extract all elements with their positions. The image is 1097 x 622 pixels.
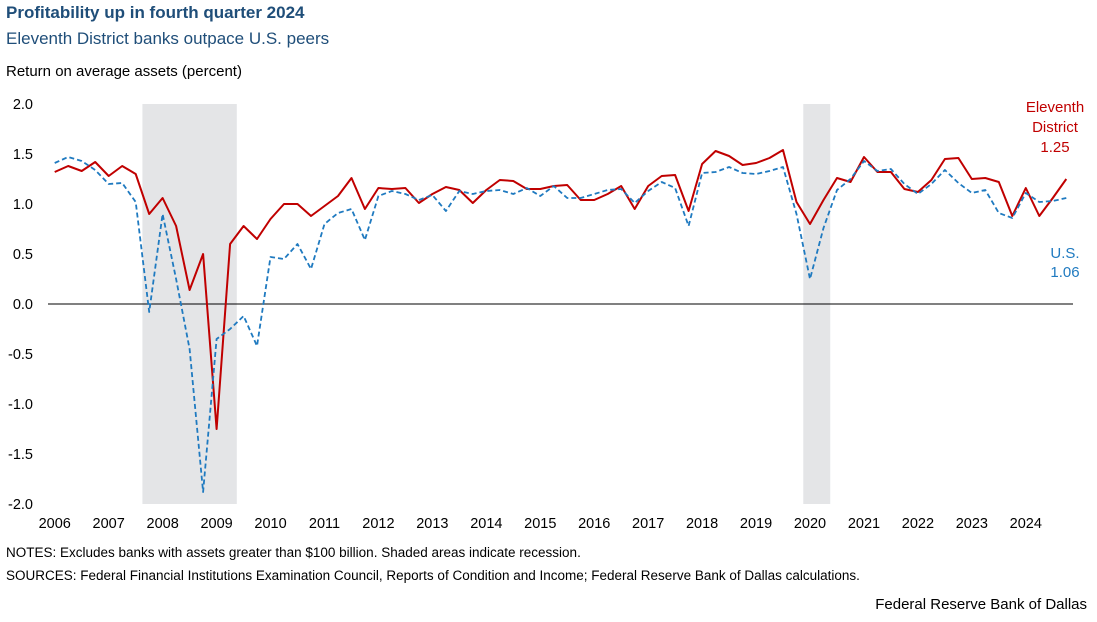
x-tick-label: 2006 [39, 516, 71, 532]
x-tick-label: 2012 [362, 516, 394, 532]
x-tick-label: 2011 [309, 516, 340, 532]
y-tick-label: 0.5 [13, 247, 33, 263]
x-tick-label: 2013 [416, 516, 448, 532]
x-tick-label: 2014 [470, 516, 502, 532]
chart-sources: SOURCES: Federal Financial Institutions … [6, 568, 860, 583]
y-tick-label: 1.5 [13, 147, 33, 163]
x-tick-label: 2007 [93, 516, 125, 532]
x-tick-label: 2023 [956, 516, 988, 532]
x-tick-label: 2022 [902, 516, 934, 532]
chart-title: Profitability up in fourth quarter 2024 [6, 3, 305, 22]
x-tick-label: 2010 [254, 516, 286, 532]
chart-subtitle: Eleventh District banks outpace U.S. pee… [6, 29, 330, 48]
series-line-us [54, 156, 1067, 493]
series-line-eleventh-district [54, 149, 1068, 430]
x-tick-label: 2015 [524, 516, 556, 532]
series-label-eleventh-district: Eleventh [1026, 99, 1084, 116]
y-tick-label: 2.0 [13, 97, 33, 113]
y-tick-label: 0.0 [13, 297, 33, 313]
y-tick-label: 1.0 [13, 197, 33, 213]
series-label-us: 1.06 [1050, 264, 1079, 281]
x-tick-label: 2020 [794, 516, 826, 532]
series-label-eleventh-district: District [1032, 119, 1079, 136]
y-tick-label: -1.0 [8, 397, 33, 413]
y-tick-label: -0.5 [8, 347, 33, 363]
x-tick-label: 2009 [200, 516, 232, 532]
x-tick-label: 2018 [686, 516, 718, 532]
x-tick-label: 2016 [578, 516, 610, 532]
x-tick-label: 2024 [1010, 516, 1042, 532]
y-axis-label: Return on average assets (percent) [6, 63, 242, 80]
y-tick-label: -2.0 [8, 497, 33, 513]
x-tick-label: 2017 [632, 516, 664, 532]
chart-credit: Federal Reserve Bank of Dallas [875, 596, 1087, 613]
x-tick-label: 2021 [848, 516, 880, 532]
series-label-us: U.S. [1050, 245, 1079, 262]
chart-notes: NOTES: Excludes banks with assets greate… [6, 545, 581, 560]
series-label-eleventh-district: 1.25 [1040, 139, 1069, 156]
x-tick-label: 2008 [147, 516, 179, 532]
y-tick-label: -1.5 [8, 447, 33, 463]
x-tick-label: 2019 [740, 516, 772, 532]
